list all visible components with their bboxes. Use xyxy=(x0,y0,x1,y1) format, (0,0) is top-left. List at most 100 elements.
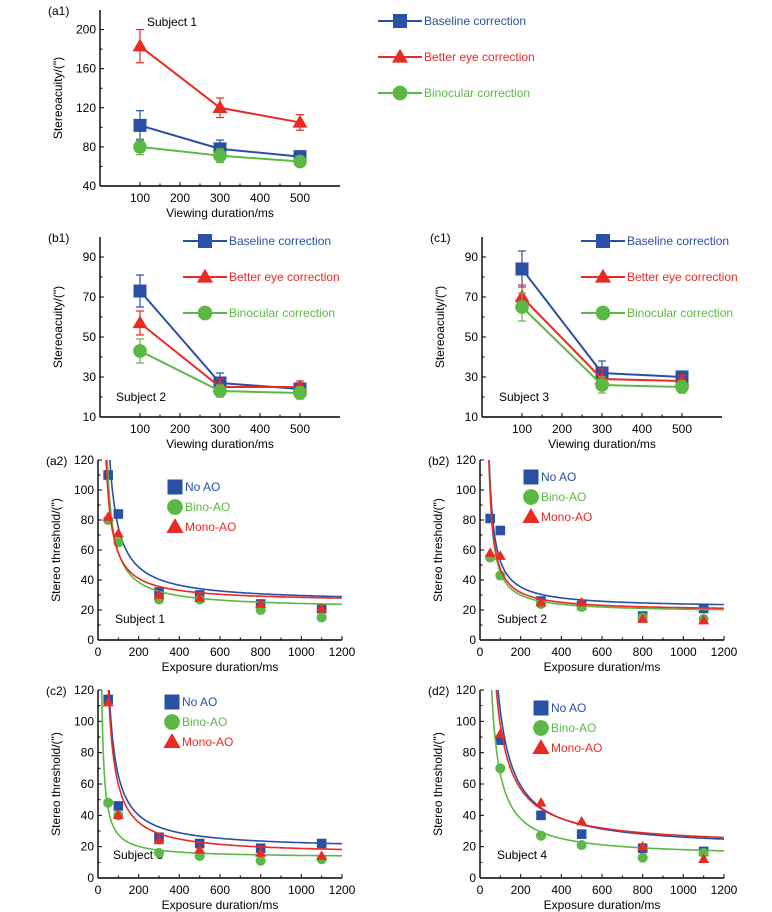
x-tick-label: 200 xyxy=(511,883,531,897)
legend-entry: Bino-AO xyxy=(167,499,230,515)
data-point xyxy=(132,38,148,52)
y-axis-label: Stereo threshold/(") xyxy=(49,498,63,602)
x-tick-label: 500 xyxy=(290,422,310,436)
data-point xyxy=(535,797,547,807)
legend-marker xyxy=(163,733,181,748)
panel-label: (a1) xyxy=(48,4,69,18)
fit-curve xyxy=(497,690,724,840)
data-point xyxy=(292,114,308,128)
x-axis-label: Viewing duration/ms xyxy=(548,437,656,451)
data-point xyxy=(102,696,114,707)
x-tick-label: 0 xyxy=(95,883,102,897)
y-axis-label: Stereoacuity/(") xyxy=(433,286,447,368)
data-point xyxy=(484,547,496,557)
x-tick-label: 800 xyxy=(633,645,653,659)
y-tick-label: 0 xyxy=(87,633,94,647)
y-tick-label: 100 xyxy=(74,714,94,728)
y-tick-label: 30 xyxy=(465,370,479,384)
subject-label: Subject 4 xyxy=(497,848,547,862)
subject-label: Subject 3 xyxy=(499,390,549,404)
data-point xyxy=(637,613,649,623)
legend-marker xyxy=(167,499,183,515)
legend-marker xyxy=(594,268,612,283)
legend-entry: Mono-AO xyxy=(166,518,236,534)
y-tick-label: 0 xyxy=(469,633,476,647)
x-tick-label: 1200 xyxy=(711,645,738,659)
data-point xyxy=(293,154,307,169)
panel-label: (c1) xyxy=(430,231,451,245)
y-tick-label: 40 xyxy=(463,808,477,822)
data-point xyxy=(495,763,506,774)
y-tick-label: 40 xyxy=(83,179,97,193)
y-tick-label: 60 xyxy=(463,777,477,791)
x-axis-label: Exposure duration/ms xyxy=(544,898,661,912)
x-axis-label: Viewing duration/ms xyxy=(166,437,274,451)
y-tick-label: 40 xyxy=(463,573,477,587)
x-tick-label: 300 xyxy=(210,191,230,205)
y-tick-label: 40 xyxy=(81,808,95,822)
legend-label: Mono-AO xyxy=(185,520,236,534)
legend-entry: Mono-AO xyxy=(532,739,602,755)
x-tick-label: 400 xyxy=(250,191,270,205)
data-point xyxy=(536,810,546,821)
data-point xyxy=(255,855,266,866)
y-tick-label: 100 xyxy=(456,714,476,728)
y-tick-label: 30 xyxy=(83,370,97,384)
y-tick-label: 80 xyxy=(83,140,97,154)
x-axis-label: Exposure duration/ms xyxy=(162,660,279,674)
data-point xyxy=(133,140,147,154)
data-point xyxy=(495,735,506,745)
y-tick-label: 70 xyxy=(83,290,97,304)
legend-entry: Binocular correction xyxy=(183,305,335,321)
legend-entry: Bino-AO xyxy=(533,720,596,736)
legend-label: Better eye correction xyxy=(424,50,535,64)
data-point xyxy=(194,592,206,602)
panel-label: (a2) xyxy=(46,454,67,468)
x-tick-label: 800 xyxy=(251,645,271,659)
fit-curve xyxy=(490,690,724,852)
x-axis-label: Exposure duration/ms xyxy=(162,898,279,912)
x-tick-label: 100 xyxy=(130,191,150,205)
legend-marker xyxy=(532,739,550,754)
y-tick-label: 10 xyxy=(83,410,97,424)
legend-label: Baseline correction xyxy=(424,14,526,28)
series-better-eye-correction xyxy=(132,310,308,396)
data-point xyxy=(535,596,547,607)
data-point xyxy=(213,384,227,398)
legend-entry: No AO xyxy=(533,700,586,716)
legend-marker xyxy=(595,305,611,321)
y-tick-label: 200 xyxy=(76,23,96,37)
x-tick-label: 1200 xyxy=(329,883,356,897)
legend-label: No AO xyxy=(185,480,220,494)
panel-c1: 10 30 50 70 90 100 200 300 400 500 Viewing duratio… xyxy=(430,231,738,451)
data-point xyxy=(113,801,124,811)
data-point xyxy=(316,838,327,849)
panel-b1: 10 30 50 70 90 100 200 300 400 500 Viewing duratio… xyxy=(48,231,340,451)
data-point xyxy=(153,589,165,599)
fit-curve xyxy=(488,460,724,611)
legend-entry: Binocular correction xyxy=(581,305,733,321)
x-tick-label: 200 xyxy=(552,422,572,436)
data-point xyxy=(494,728,506,738)
data-point xyxy=(133,344,147,358)
y-tick-label: 10 xyxy=(465,410,479,424)
y-tick-label: 80 xyxy=(81,513,95,527)
legend-label: Better eye correction xyxy=(627,270,738,284)
y-tick-label: 50 xyxy=(83,330,97,344)
data-point xyxy=(576,840,587,851)
legend-marker xyxy=(393,14,407,28)
legend-entry: No AO xyxy=(167,479,220,495)
y-tick-label: 100 xyxy=(74,483,94,497)
x-tick-label: 400 xyxy=(551,883,571,897)
fit-curve xyxy=(107,690,342,851)
legend-label: Bino-AO xyxy=(551,721,596,735)
legend-entry: Baseline correction xyxy=(581,234,729,248)
data-point xyxy=(194,838,205,849)
x-tick-label: 800 xyxy=(251,883,271,897)
data-point xyxy=(495,525,506,536)
legend-label: No AO xyxy=(551,701,586,715)
legend-entry: Better eye correction xyxy=(378,48,535,64)
